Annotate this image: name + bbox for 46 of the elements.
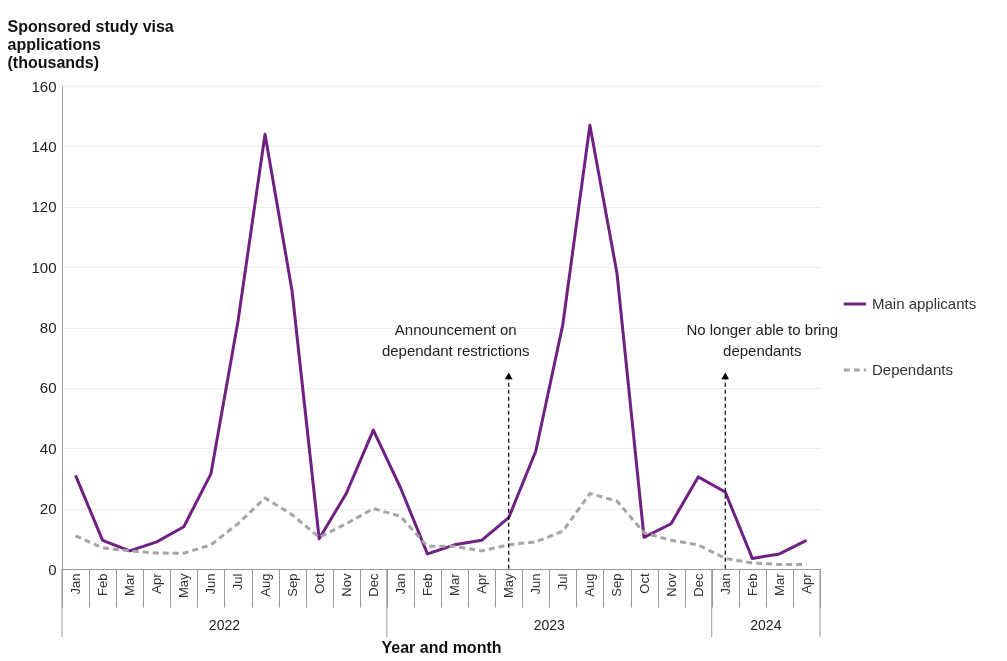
x-axis-title: Year and month — [381, 638, 502, 656]
x-tick-label: Mar — [447, 572, 463, 596]
x-tick-label: Mar — [771, 572, 787, 596]
text: 2024 — [750, 617, 782, 633]
x-tick-label: Jun — [528, 573, 544, 595]
x-tick-label: Jul — [230, 573, 246, 591]
annotation: Announcement on dependant restrictions — [381, 320, 530, 359]
legend-label: Main applicants — [872, 295, 977, 312]
y-tick-label: 120 — [31, 198, 57, 216]
y-tick-label: 40 — [39, 439, 57, 457]
x-tick-label: Feb — [744, 573, 760, 596]
x-tick-label: Sep — [284, 573, 300, 597]
legend-label: Dependants — [872, 361, 953, 378]
x-tick-label: Dec — [690, 573, 706, 597]
x-tick-label: Apr — [474, 572, 490, 594]
y-tick-label: 100 — [31, 258, 57, 276]
x-tick-label: Jan — [392, 573, 408, 595]
x-tick-label: Aug — [257, 573, 273, 597]
y-tick-label: 60 — [39, 379, 57, 397]
x-tick-label: Jul — [555, 573, 571, 591]
x-tick-label: Aug — [582, 573, 598, 597]
x-tick-label: May — [176, 573, 192, 599]
x-tick-label: Jan — [68, 573, 84, 595]
x-tick-label: Apr — [149, 572, 165, 594]
x-tick-label: May — [501, 573, 517, 599]
x-tick-label: Sep — [609, 573, 625, 597]
x-tick-label: Nov — [663, 573, 679, 597]
y-tick-label: 160 — [31, 77, 57, 95]
x-tick-label: Nov — [338, 573, 354, 597]
text: 2022 — [208, 617, 241, 633]
y-tick-label: 0 — [48, 560, 57, 578]
x-tick-label: Oct — [636, 573, 652, 594]
y-axis-title: Sponsored study visa applications (thousands) — [7, 17, 174, 71]
y-tick-label: 20 — [39, 500, 57, 518]
x-tick-label: Jun — [203, 573, 219, 595]
x-tick-label: Oct — [311, 573, 327, 594]
y-tick-label: 140 — [31, 137, 57, 155]
x-tick-label: Feb — [419, 573, 435, 596]
text: 2023 — [533, 617, 566, 633]
x-tick-label: Apr — [798, 572, 814, 594]
x-tick-label: Jan — [717, 573, 733, 595]
y-tick-label: 80 — [39, 319, 57, 336]
x-tick-label: Mar — [122, 572, 138, 596]
x-tick-label: Feb — [95, 573, 111, 596]
annotation: No longer able to bring dependants — [686, 320, 839, 359]
x-tick-label: Dec — [365, 573, 381, 597]
